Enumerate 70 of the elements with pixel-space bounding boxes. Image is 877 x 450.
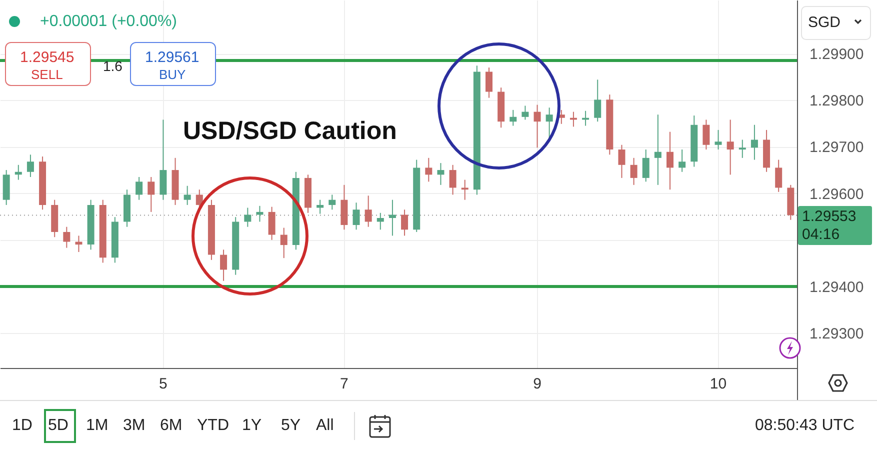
candlestick xyxy=(726,119,734,176)
candlestick xyxy=(630,157,638,186)
candlestick xyxy=(280,227,288,259)
candlestick xyxy=(376,212,384,230)
candlestick xyxy=(618,144,626,178)
text: 1M xyxy=(86,417,108,434)
candlestick xyxy=(702,119,710,150)
annotation: 1.29561 xyxy=(145,49,200,66)
y-tick-label: 1.29400 xyxy=(810,278,864,296)
candlestick xyxy=(63,226,70,248)
x-tick-label: 10 xyxy=(710,376,727,392)
y-tick-label: 1.29800 xyxy=(810,92,864,110)
candlestick xyxy=(425,157,432,182)
text: USD/SGD Caution xyxy=(183,117,397,145)
text: 6M xyxy=(160,417,182,434)
x-tick-label: 5 xyxy=(159,376,168,392)
text: 1Y xyxy=(242,417,262,434)
candlestick xyxy=(184,185,191,206)
candlestick xyxy=(714,129,722,150)
annotation: +0.00001 (+0.00%) xyxy=(40,13,177,30)
annotation: SELL xyxy=(31,67,63,82)
candlestick xyxy=(461,179,468,200)
text: YTD xyxy=(197,417,229,434)
annotation: 1.29545 xyxy=(20,49,74,66)
candlestick xyxy=(14,164,22,180)
candlestick xyxy=(244,207,252,228)
annotation: BUY xyxy=(159,67,186,82)
candlestick xyxy=(328,194,336,210)
candlestick xyxy=(642,149,650,182)
candlestick xyxy=(522,105,529,120)
candlestick xyxy=(388,199,396,236)
candlestick xyxy=(486,67,492,98)
x-tick-label: 7 xyxy=(340,376,348,392)
candlestick xyxy=(594,79,602,122)
candlestick xyxy=(449,164,456,196)
ref-line-label: 1.29553 xyxy=(802,208,856,226)
candlestick xyxy=(666,131,674,190)
text: 1D xyxy=(12,417,32,434)
candlestick xyxy=(268,206,276,240)
candlestick xyxy=(256,205,264,222)
text: 04:16 xyxy=(802,226,840,244)
candlestick xyxy=(148,176,155,212)
text: 08:50:43 UTC xyxy=(755,417,855,434)
candlestick xyxy=(401,209,408,236)
candlestick xyxy=(220,249,228,282)
candlestick xyxy=(775,159,782,192)
candlestick xyxy=(654,114,662,186)
candlestick xyxy=(352,202,360,230)
y-tick-label: 1.29600 xyxy=(810,186,864,203)
candlestick xyxy=(316,199,324,214)
annotation: 1.6 xyxy=(103,58,122,74)
candlestick xyxy=(364,195,372,228)
text: 5D xyxy=(48,417,68,434)
text: 5Y xyxy=(281,417,301,434)
candlestick xyxy=(738,139,746,158)
candlestick xyxy=(678,149,686,172)
candlestick xyxy=(750,124,758,160)
text: 3M xyxy=(123,417,146,434)
x-tick-label: 9 xyxy=(533,376,542,392)
y-tick-label: 1.29300 xyxy=(810,326,864,343)
y-tick-label: 1.29700 xyxy=(810,139,864,156)
candlestick xyxy=(437,162,444,186)
candlestick xyxy=(26,154,34,178)
candlestick xyxy=(75,235,82,253)
candlestick xyxy=(534,104,541,148)
y-tick-label: 1.29900 xyxy=(810,46,864,64)
text: SGD xyxy=(808,14,841,31)
candlestick xyxy=(510,109,517,126)
candlestick xyxy=(136,176,143,200)
text: All xyxy=(316,417,334,434)
